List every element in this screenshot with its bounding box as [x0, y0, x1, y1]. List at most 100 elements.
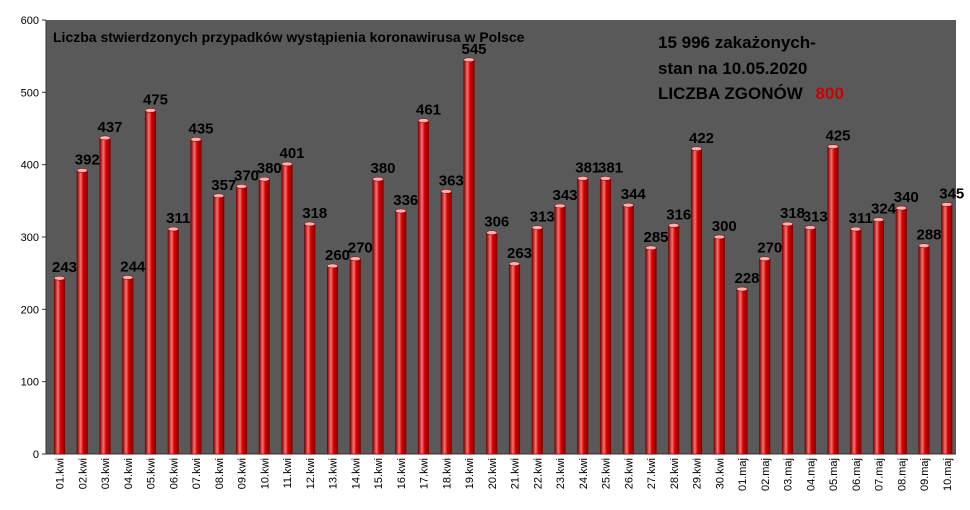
bar-top	[372, 176, 384, 182]
bar-top	[622, 202, 634, 208]
value-label: 300	[712, 218, 737, 235]
bar	[668, 225, 680, 455]
bar-top	[122, 275, 134, 280]
bar	[304, 223, 316, 455]
x-tick-label: 06.kwi	[168, 458, 180, 489]
bar	[486, 232, 498, 455]
value-label: 381	[598, 159, 623, 176]
x-tick-label: 01.kwi	[55, 458, 67, 489]
value-label: 345	[939, 185, 964, 202]
bar-top	[327, 263, 338, 269]
bar-top	[349, 256, 361, 261]
bar-top	[258, 176, 270, 182]
x-tick-label: 03.kwi	[100, 458, 112, 489]
value-label: 363	[439, 172, 464, 189]
bar	[736, 288, 748, 455]
x-tick-label: 01.maj	[737, 458, 749, 491]
x-tick-label: 25.kwi	[601, 458, 613, 489]
bar	[122, 277, 134, 455]
bar-top	[827, 144, 839, 149]
value-label: 288	[916, 227, 941, 244]
bar-top	[486, 230, 498, 235]
bar-top	[213, 193, 225, 199]
bar-top	[600, 176, 611, 181]
bar	[622, 204, 634, 455]
value-label: 435	[188, 120, 213, 137]
value-label: 381	[575, 159, 600, 176]
bar	[349, 258, 361, 455]
y-tick-label: 400	[21, 160, 39, 172]
value-label: 306	[484, 214, 509, 231]
x-tick-label: 30.kwi	[714, 458, 726, 489]
bar	[804, 227, 816, 455]
bar-top	[713, 234, 725, 240]
value-label: 313	[530, 209, 555, 226]
chart-title: Liczba stwierdzonych przypadków wystąpie…	[53, 29, 525, 45]
y-tick-label: 500	[21, 87, 39, 99]
x-tick-label: 02.maj	[760, 458, 772, 491]
bar	[167, 228, 179, 455]
x-tick-label: 03.maj	[783, 458, 795, 491]
x-tick-label: 15.kwi	[373, 458, 385, 489]
bar-top	[54, 275, 65, 281]
bar	[213, 195, 225, 455]
y-tick-label: 200	[21, 304, 39, 316]
y-axis: 0 100 200 300 400 500 600	[21, 15, 46, 461]
value-label: 244	[120, 259, 146, 276]
x-tick-label: 09.kwi	[237, 458, 249, 489]
bars	[53, 57, 953, 455]
deaths-value: 800	[816, 84, 844, 103]
deaths-annotation: LICZBA ZGONÓW 800	[658, 84, 844, 103]
x-tick-label: 12.kwi	[305, 458, 317, 489]
x-tick-label: 26.kwi	[623, 458, 635, 489]
value-label: 461	[416, 102, 441, 119]
value-label: 425	[825, 128, 850, 145]
bar	[781, 223, 794, 455]
value-label: 344	[621, 186, 647, 203]
x-tick-label: 06.maj	[851, 458, 863, 491]
bar	[918, 245, 930, 455]
bar	[53, 277, 66, 455]
value-label: 475	[143, 91, 168, 108]
value-label: 270	[348, 240, 373, 257]
value-label: 228	[734, 270, 759, 287]
bar-top	[418, 118, 429, 123]
bar-top	[236, 184, 247, 189]
value-label: 243	[52, 259, 77, 276]
value-label: 316	[666, 206, 691, 223]
x-tick-label: 08.kwi	[214, 458, 226, 489]
x-tick-label: 18.kwi	[441, 458, 453, 489]
value-label: 343	[552, 187, 577, 204]
x-tick-label: 22.kwi	[532, 458, 544, 489]
bar-top	[895, 205, 907, 211]
bar	[577, 178, 589, 455]
y-tick-label: 0	[33, 449, 39, 461]
bar-top	[281, 161, 293, 167]
x-tick-label: 04.kwi	[123, 458, 135, 489]
value-label: 380	[257, 160, 282, 177]
value-label: 260	[325, 247, 350, 264]
bar	[190, 139, 202, 455]
bar	[99, 137, 111, 455]
bar	[827, 146, 839, 455]
bar-top	[782, 221, 793, 227]
bar	[395, 210, 407, 455]
value-label: 285	[643, 229, 668, 246]
bar-top	[804, 225, 816, 230]
x-tick-label: 08.maj	[896, 458, 908, 491]
bar	[508, 263, 521, 455]
x-tick-label: 16.kwi	[396, 458, 408, 489]
y-tick-label: 100	[21, 377, 39, 389]
date-annotation: stan na 10.05.2020	[658, 59, 807, 78]
bar-top	[759, 256, 771, 261]
bar	[76, 170, 88, 455]
x-tick-label: 07.kwi	[191, 458, 203, 489]
bar-top	[873, 217, 884, 222]
y-tick-label: 600	[21, 15, 39, 27]
bar-top	[554, 203, 566, 209]
bar	[690, 148, 703, 455]
x-tick-label: 21.kwi	[510, 458, 522, 489]
x-tick-label: 17.kwi	[419, 458, 431, 489]
bar	[941, 204, 953, 455]
